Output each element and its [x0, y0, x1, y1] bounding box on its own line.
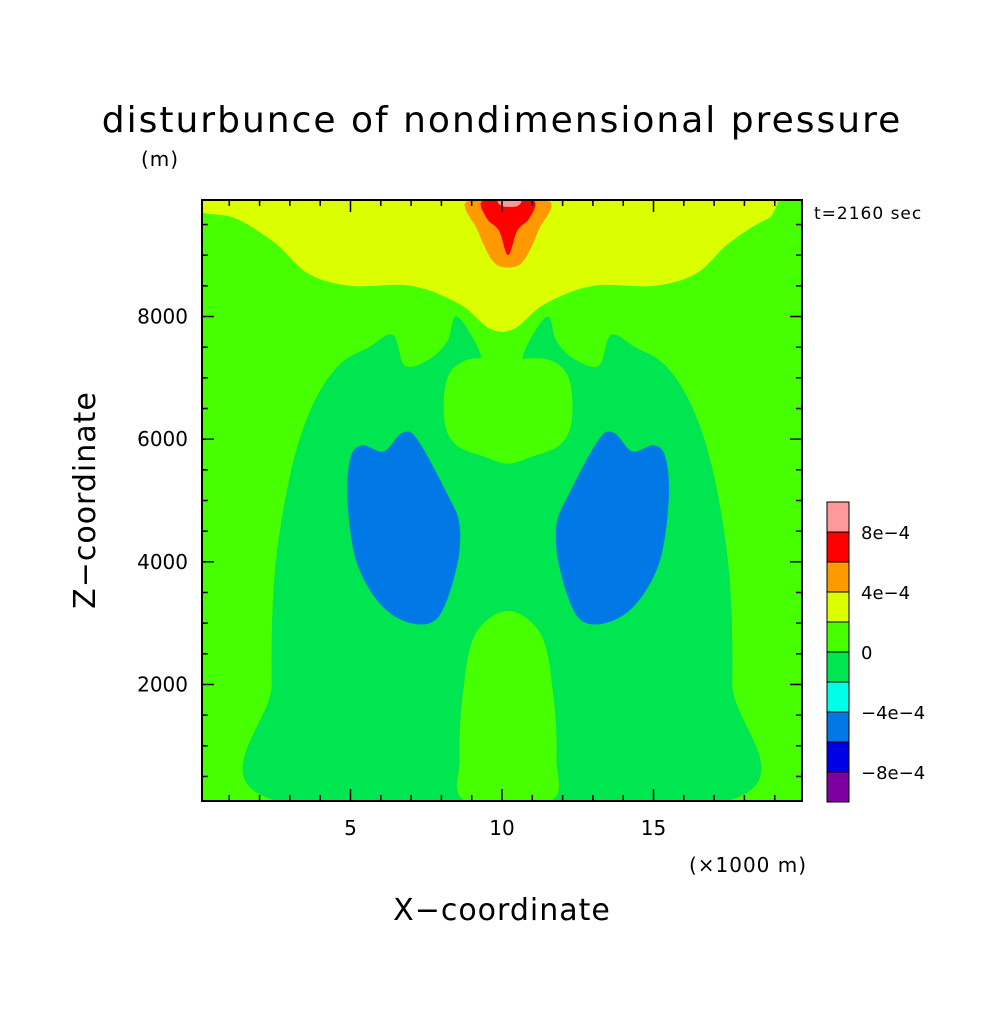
chart-title: disturbunce of nondimensional pressure [102, 100, 903, 141]
colorbar-swatch [826, 531, 850, 563]
y-axis-label: Z−coordinate [68, 391, 103, 609]
contour-region-2 [443, 358, 573, 464]
chart-subtitle: (m) [141, 147, 179, 171]
contour-region-7 [480, 200, 536, 256]
colorbar-tick-label: −4e−4 [861, 703, 925, 724]
y-tick-label: 8000 [137, 305, 188, 329]
colorbar-swatch [826, 561, 850, 593]
colorbar-swatch [826, 621, 850, 653]
contour-region-1 [242, 316, 762, 801]
contour-region-4 [347, 431, 461, 625]
colorbar-swatch [826, 591, 850, 623]
colorbar-tick-label: −8e−4 [861, 763, 925, 784]
colorbar-swatch [826, 651, 850, 683]
colorbar-swatch [826, 681, 850, 713]
contour-region-3 [457, 610, 559, 801]
y-tick-label: 2000 [137, 672, 188, 696]
colorbar-tick-label: 8e−4 [861, 523, 910, 544]
plot-regions [202, 200, 802, 801]
colorbar-swatch [826, 501, 850, 533]
colorbar: −8e−4 −4e−4 0 4e−4 8e−4 [826, 501, 925, 803]
y-tick-label: 6000 [137, 427, 188, 451]
colorbar-swatch [826, 741, 850, 773]
y-tick-label: 4000 [137, 550, 188, 574]
x-tick-label: 5 [344, 816, 357, 840]
contour-region-8 [497, 200, 522, 207]
x-axis-label: X−coordinate [393, 893, 611, 928]
colorbar-tick-label: 0 [861, 643, 872, 664]
colorbar-swatch [826, 771, 850, 803]
x-tick-label: 15 [641, 816, 666, 840]
x-tick-label: 10 [489, 816, 514, 840]
colorbar-swatch [826, 711, 850, 743]
x-ticks: 5 10 15 [228, 200, 776, 840]
x-unit-label: (×1000 m) [689, 853, 807, 877]
contour-region-5 [555, 431, 670, 625]
colorbar-tick-label: 4e−4 [861, 583, 910, 604]
time-label: t=2160 sec [814, 204, 922, 224]
y-ticks: 2000 4000 6000 8000 [137, 223, 802, 778]
